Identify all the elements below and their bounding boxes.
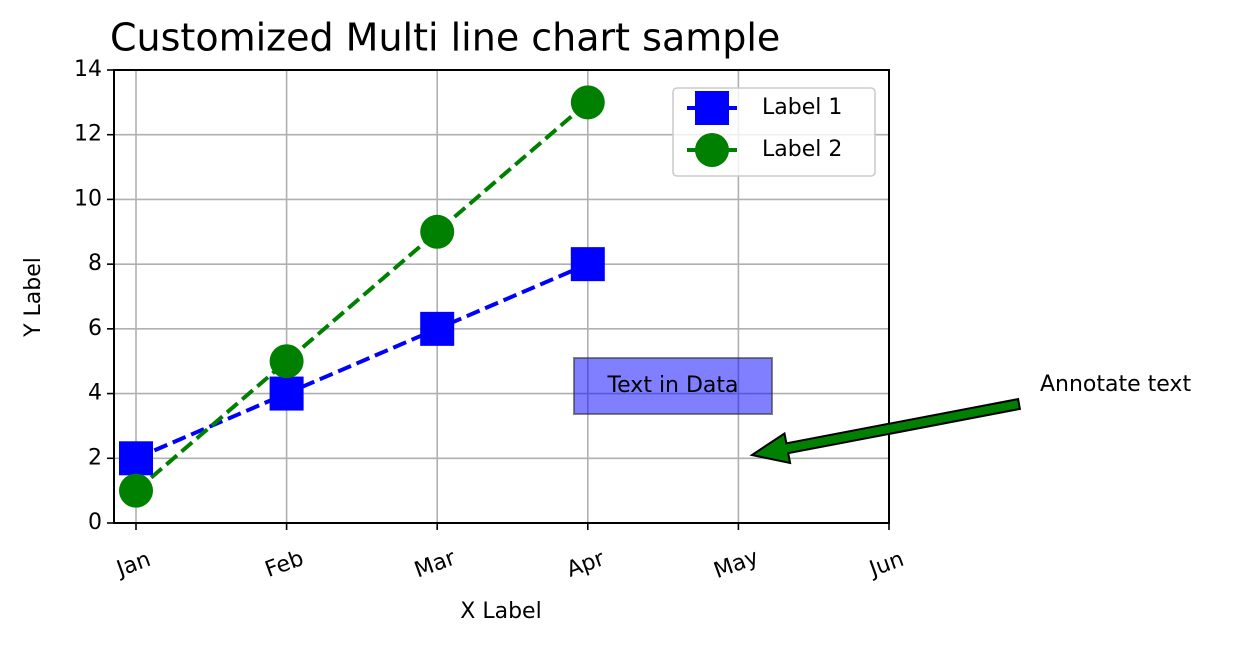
y-axis-label: Y Label: [21, 257, 46, 338]
axes-frame: [113, 69, 890, 524]
chart-title: Customized Multi line chart sample: [110, 16, 780, 60]
x-axis-label: X Label: [460, 599, 541, 624]
marks: [119, 85, 605, 508]
y-tick-label: 14: [74, 57, 102, 82]
y-tick-label: 8: [88, 251, 102, 276]
marker: [570, 85, 605, 120]
marker: [269, 376, 304, 411]
y-tick-label: 2: [88, 445, 102, 470]
marker: [695, 91, 729, 125]
series-line: [135, 262, 589, 461]
text-box: [573, 357, 773, 415]
annotation-text: Text in Data: [606, 373, 738, 398]
legend-label: Label 2: [762, 137, 842, 162]
marker: [420, 214, 455, 249]
legend-label: Label 1: [762, 95, 842, 120]
marker: [269, 344, 304, 379]
y-tick-label: 10: [74, 186, 102, 211]
marker: [119, 473, 153, 508]
annotation-text: Annotate text: [1040, 372, 1191, 397]
marker: [570, 247, 605, 282]
annotation-arrow: [749, 397, 1022, 465]
y-tick-label: 0: [88, 510, 102, 535]
y-tick-label: 6: [88, 316, 102, 341]
y-tick-label: 4: [88, 381, 102, 406]
marker: [695, 133, 729, 167]
marker: [420, 311, 455, 346]
marker: [119, 441, 153, 476]
legend: Label 1 Label 2: [672, 87, 876, 177]
y-tick-label: 12: [74, 122, 102, 147]
